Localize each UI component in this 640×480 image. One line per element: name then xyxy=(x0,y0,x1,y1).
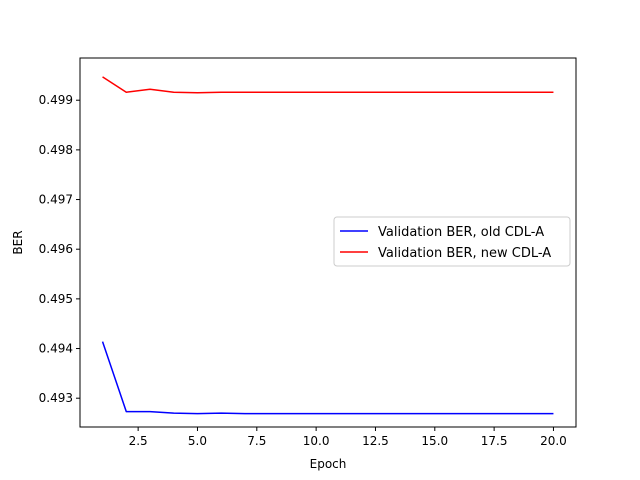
x-tick-label: 12.5 xyxy=(362,434,389,448)
y-tick-label: 0.497 xyxy=(39,193,73,207)
plot-lines xyxy=(101,76,554,415)
x-tick-label: 7.5 xyxy=(247,434,266,448)
y-tick-label: 0.495 xyxy=(39,292,73,306)
y-tick-label: 0.498 xyxy=(39,143,73,157)
x-axis-ticks: 2.5 5.0 7.5 10.0 12.5 15.0 17.5 20.0 xyxy=(129,427,567,448)
x-tick-label: 17.5 xyxy=(481,434,508,448)
x-tick-label: 20.0 xyxy=(540,434,567,448)
y-axis-label: BER xyxy=(11,230,25,254)
x-tick-label: 15.0 xyxy=(421,434,448,448)
x-tick-label: 2.5 xyxy=(129,434,148,448)
legend: Validation BER, old CDL-A Validation BER,… xyxy=(333,216,571,267)
x-tick-label: 5.0 xyxy=(188,434,207,448)
y-tick-label: 0.496 xyxy=(39,242,73,256)
y-axis-ticks: 0.493 0.494 0.495 0.496 0.497 0.498 0.499 xyxy=(39,93,80,405)
y-tick-label: 0.499 xyxy=(39,93,73,107)
series-line-1 xyxy=(101,341,554,415)
y-tick-label: 0.494 xyxy=(39,342,73,356)
legend-label-1: Validation BER, old CDL-A xyxy=(378,225,544,240)
plot-frame xyxy=(79,57,577,428)
y-tick-label: 0.493 xyxy=(39,391,73,405)
x-tick-label: 10.0 xyxy=(303,434,330,448)
legend-box xyxy=(333,216,571,267)
x-axis-label: Epoch xyxy=(310,457,347,471)
series-line-2 xyxy=(102,76,554,94)
legend-label-2: Validation BER, new CDL-A xyxy=(378,246,551,261)
